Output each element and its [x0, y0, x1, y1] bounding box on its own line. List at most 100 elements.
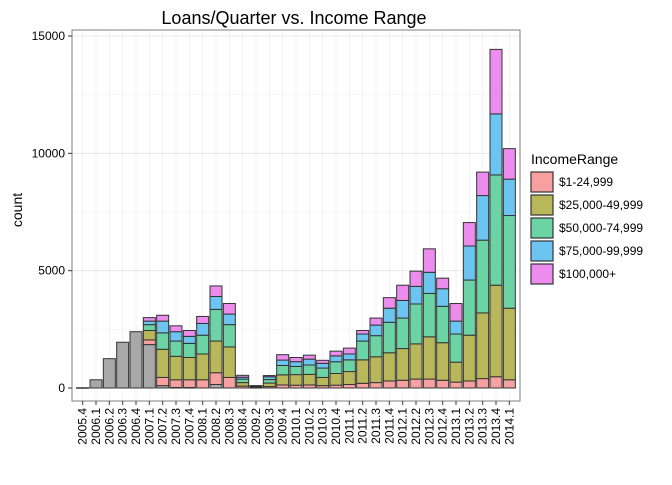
y-tick-label: 10000 [32, 146, 66, 160]
x-tick-label: 2006.1 [89, 408, 103, 445]
x-tick-label: 2011.1 [342, 408, 356, 444]
bar-segment [382, 321, 396, 354]
bar-segment [142, 317, 156, 322]
bar-segment [316, 367, 330, 378]
bar-segment [396, 299, 410, 319]
bar-segment [222, 303, 236, 315]
bar-segment [302, 373, 316, 386]
bar-segment [436, 277, 450, 290]
bar-segment [209, 285, 223, 297]
x-tick-label: 2009.2 [249, 408, 263, 445]
bar-segment [449, 303, 463, 322]
x-tick-label: 2011.4 [382, 408, 396, 444]
x-tick-label: 2012.1 [396, 408, 410, 445]
bar-segment [422, 292, 436, 338]
bar-segment [249, 385, 263, 387]
bar-segment [502, 148, 516, 180]
bar-segment [476, 171, 490, 197]
x-tick-label: 2007.3 [169, 408, 183, 445]
legend-label: $100,000+ [559, 267, 616, 281]
bar-segment [102, 358, 116, 389]
x-tick-label: 2010.4 [329, 408, 343, 445]
bar-segment [222, 346, 236, 378]
bar-segment [89, 379, 103, 389]
x-tick-label: 2013.4 [489, 408, 503, 445]
bar-segment [209, 295, 223, 310]
bars [76, 48, 516, 389]
y-tick-label: 5000 [38, 264, 65, 278]
bar-segment [342, 347, 356, 355]
bar-segment [262, 382, 276, 388]
bar-segment [142, 344, 156, 389]
bar-segment [489, 48, 503, 115]
bar-segment [156, 376, 170, 387]
bar-segment [129, 331, 143, 389]
bar-segment [436, 379, 450, 389]
bar-segment [502, 379, 516, 389]
bar-segment [436, 305, 450, 344]
x-tick-label: 2012.4 [436, 408, 450, 445]
bar-segment [409, 378, 423, 389]
bar-segment [409, 343, 423, 380]
bar-segment [476, 239, 490, 314]
bar-segment [342, 371, 356, 385]
bar-segment [356, 333, 370, 342]
bar-segment [142, 320, 156, 326]
x-tick-label: 2009.4 [276, 408, 290, 445]
bar-segment [409, 285, 423, 305]
bar-segment [396, 379, 410, 389]
bar-segment [396, 348, 410, 381]
x-tick-label: 2011.3 [369, 408, 383, 444]
bar-segment [222, 376, 236, 389]
x-tick-label: 2014.1 [502, 408, 516, 445]
bar-segment [316, 376, 330, 387]
bar-segment [289, 361, 303, 367]
legend-label: $50,000-74,999 [559, 221, 643, 235]
bar-segment [462, 334, 476, 382]
bar-segment [489, 113, 503, 176]
bar-segment [369, 324, 383, 337]
bar-segment [262, 379, 276, 384]
legend-swatch [530, 194, 554, 216]
bar-segment [502, 178, 516, 217]
x-tick-label: 2009.3 [262, 408, 276, 445]
bar-segment [422, 271, 436, 294]
bar-segment [236, 374, 250, 378]
bar-segment [169, 355, 183, 381]
bar-segment [329, 361, 343, 374]
x-tick-label: 2007.1 [142, 408, 156, 445]
x-tick-label: 2005.4 [76, 408, 90, 445]
bar-segment [356, 359, 370, 384]
x-tick-label: 2012.2 [409, 408, 423, 445]
x-tick-label: 2013.3 [476, 408, 490, 445]
bar-segment [382, 380, 396, 389]
bar-segment [142, 330, 156, 341]
bar-segment [369, 335, 383, 358]
bar-segment [449, 361, 463, 383]
bar-segment [502, 307, 516, 381]
bar-segment [329, 355, 343, 363]
bar-segment [182, 330, 196, 337]
bar-segment [342, 353, 356, 361]
x-tick-label: 2006.3 [116, 408, 130, 445]
bar-segment [262, 375, 276, 378]
bar-segment [369, 356, 383, 384]
bar-segment [276, 364, 290, 376]
bar-segment [462, 279, 476, 336]
bar-segment [209, 383, 223, 389]
legend-swatch [530, 171, 554, 193]
bar-segment [142, 324, 156, 332]
bar-segment [396, 317, 410, 350]
x-tick-label: 2006.2 [102, 408, 116, 445]
bar-segment [169, 379, 183, 389]
bar-segment [476, 378, 490, 389]
x-tick-label: 2008.2 [209, 408, 223, 445]
bar-segment [182, 379, 196, 389]
bar-segment [502, 215, 516, 309]
x-tick-label: 2007.4 [182, 408, 196, 445]
bar-segment [182, 342, 196, 358]
bar-segment [369, 317, 383, 326]
bar-segment [276, 374, 290, 386]
y-axis: 0 5000 10000 15000 [32, 29, 72, 395]
